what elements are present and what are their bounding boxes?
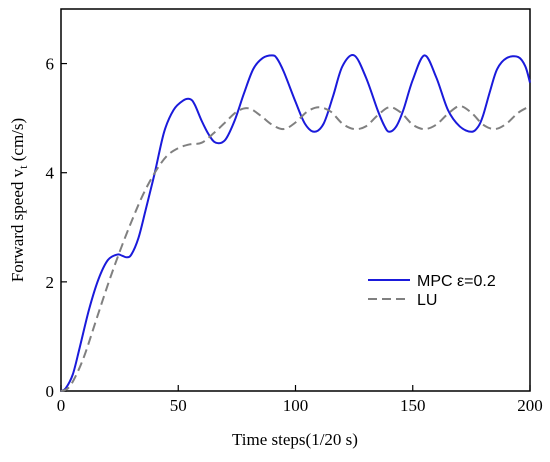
series-line-mpc [60, 54, 531, 392]
x-tick-label: 0 [57, 396, 66, 415]
x-tick-label: 50 [170, 396, 187, 415]
plot-frame [60, 8, 531, 392]
series-line-lu [60, 105, 531, 392]
ticks: 0 50 100 150 200 0 2 4 6 [46, 55, 543, 415]
x-tick-label: 200 [517, 396, 543, 415]
y-axis-title-unit: (cm/s) [8, 118, 27, 166]
y-tick-label: 2 [46, 273, 55, 292]
series-layer [60, 54, 531, 392]
legend-label-mpc: MPC ε=0.2 [417, 273, 496, 290]
y-tick-label: 4 [46, 164, 55, 183]
y-axis-title-sub: t [16, 165, 30, 169]
y-tick-label: 0 [46, 382, 55, 401]
y-tick-label: 6 [46, 55, 55, 74]
x-tick-label: 100 [283, 396, 309, 415]
legend: MPC ε=0.2 LU [368, 273, 496, 309]
legend-label-lu: LU [417, 292, 437, 309]
y-axis-title: Forward speed vt (cm/s) [8, 118, 30, 282]
x-axis-title: Time steps(1/20 s) [232, 430, 358, 449]
y-axis-title-main: Forward speed v [8, 168, 27, 282]
x-tick-label: 150 [400, 396, 426, 415]
